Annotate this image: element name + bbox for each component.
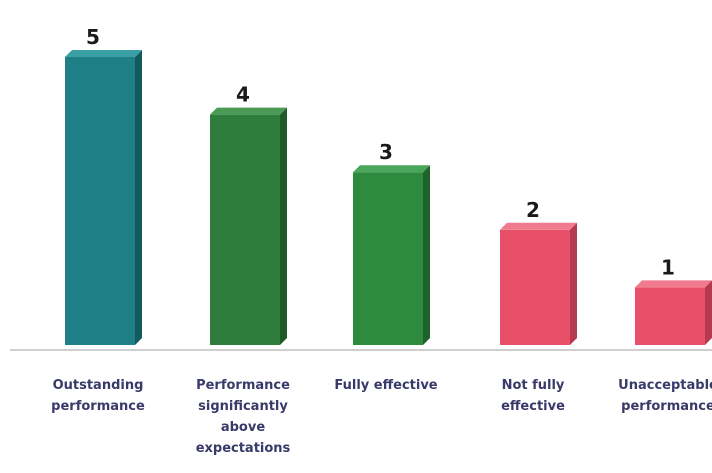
bar-side-5 bbox=[705, 280, 712, 345]
value-label-3: 3 bbox=[379, 140, 393, 164]
bars-layer bbox=[65, 50, 712, 345]
bar-2 bbox=[210, 107, 287, 345]
bar-front-2 bbox=[210, 114, 280, 345]
category-label-line: expectations bbox=[196, 441, 291, 456]
bar-side-4 bbox=[570, 222, 577, 345]
value-label-5: 1 bbox=[661, 255, 675, 279]
category-label-line: Performance bbox=[196, 378, 290, 393]
category-label-line: Unacceptable bbox=[618, 378, 712, 393]
category-label-line: above bbox=[221, 420, 265, 435]
category-label-line: significantly bbox=[198, 399, 288, 414]
bar-5 bbox=[635, 280, 712, 345]
bar-1 bbox=[65, 50, 142, 345]
bar-top-5 bbox=[635, 280, 712, 288]
bar-top-3 bbox=[353, 165, 430, 173]
category-label-3: Fully effective bbox=[334, 378, 437, 393]
bar-3 bbox=[353, 165, 430, 345]
category-label-line: Outstanding bbox=[53, 378, 144, 393]
bar-top-1 bbox=[65, 50, 142, 58]
bar-front-4 bbox=[500, 229, 570, 345]
bar-top-4 bbox=[500, 222, 577, 230]
value-label-4: 2 bbox=[526, 198, 540, 222]
category-label-4: Not fully effective bbox=[501, 378, 565, 414]
bar-side-1 bbox=[135, 50, 142, 345]
bar-front-5 bbox=[635, 287, 705, 345]
bar-side-3 bbox=[423, 165, 430, 345]
bar-front-3 bbox=[353, 172, 423, 345]
category-label-line: Not fully bbox=[502, 378, 565, 393]
bar-top-2 bbox=[210, 107, 287, 115]
labels-layer: 5 Outstanding performance 4 Performance signi… bbox=[51, 25, 712, 456]
category-label-line: effective bbox=[501, 399, 565, 414]
category-label-5: Unacceptable performance bbox=[618, 378, 712, 414]
value-label-2: 4 bbox=[236, 83, 250, 107]
bar-side-2 bbox=[280, 107, 287, 345]
bar-front-1 bbox=[65, 57, 135, 345]
category-label-1: Outstanding performance bbox=[51, 378, 145, 414]
bar-4 bbox=[500, 222, 577, 345]
value-label-1: 5 bbox=[86, 25, 100, 49]
category-label-2: Performance significantly above expectation… bbox=[196, 378, 291, 456]
category-label-line: performance bbox=[621, 399, 712, 414]
category-label-line: performance bbox=[51, 399, 145, 414]
category-label-line: Fully effective bbox=[334, 378, 437, 393]
